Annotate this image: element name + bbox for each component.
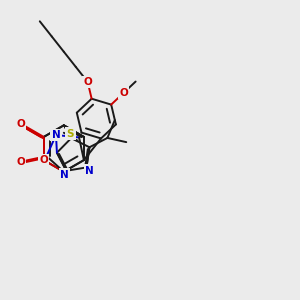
Text: O: O bbox=[39, 155, 48, 165]
Text: N: N bbox=[52, 130, 60, 140]
Text: O: O bbox=[83, 77, 92, 87]
Text: O: O bbox=[16, 157, 25, 167]
Text: O: O bbox=[16, 118, 25, 128]
Text: N: N bbox=[85, 166, 94, 176]
Text: S: S bbox=[67, 129, 74, 139]
Text: O: O bbox=[119, 88, 128, 98]
Text: N: N bbox=[60, 170, 69, 180]
